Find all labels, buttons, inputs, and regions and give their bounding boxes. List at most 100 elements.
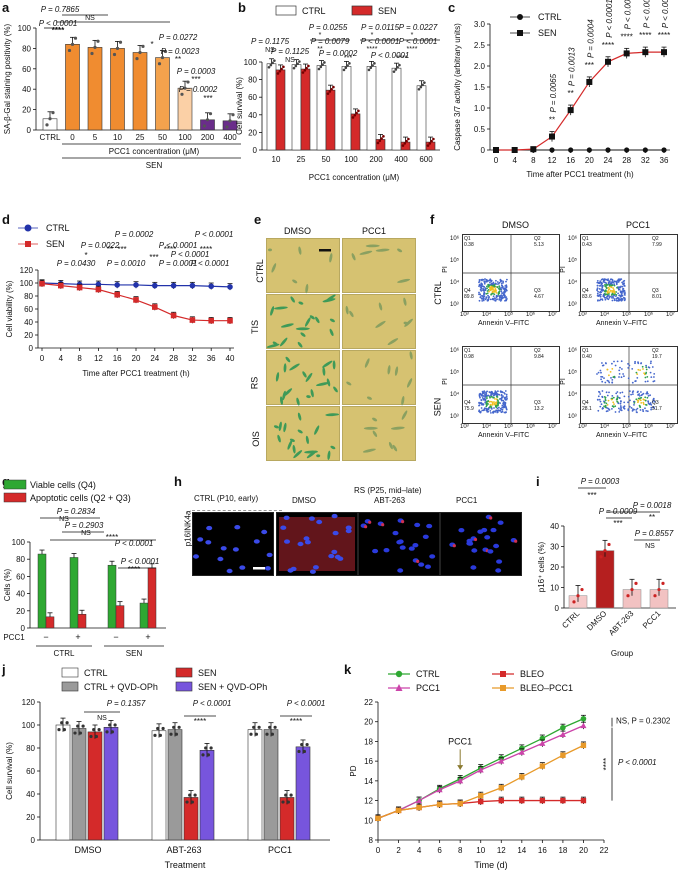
chart-i-annot: *** xyxy=(613,519,622,528)
panel-h-col-pcc1: PCC1 xyxy=(456,496,478,505)
chart-b-cell-survival: 0 20 40 60 80 100 Cell survival (%) CTRL SEN 10 25… xyxy=(235,5,440,182)
chart-a-point xyxy=(225,125,229,129)
chart-b-point xyxy=(307,64,310,68)
chart-g-annot: NS xyxy=(81,530,91,537)
chart-k-ytick-label: 16 xyxy=(364,757,373,766)
chart-k-point xyxy=(416,804,422,811)
panel-e-col-dmso: DMSO xyxy=(284,226,311,236)
chart-b-point xyxy=(305,66,308,70)
chart-a-xlabel: PCC1 concentration (μM) xyxy=(109,147,200,156)
chart-b-bar xyxy=(275,69,286,151)
panel-f-quadrant-value: Q1 0.40 xyxy=(582,348,592,360)
chart-d-point xyxy=(114,282,120,288)
chart-j-xlabel: Treatment xyxy=(165,860,206,870)
panel-e-row-label: CTRL xyxy=(254,259,265,283)
chart-b-point xyxy=(348,62,351,65)
panel-f-xtick-label: 10³ xyxy=(578,312,587,318)
chart-g-legend-swatch-viable xyxy=(3,479,27,490)
chart-b-point xyxy=(326,92,330,95)
chart-d-point xyxy=(227,284,233,290)
chart-k-point xyxy=(539,797,546,804)
chart-b-point xyxy=(296,62,299,66)
chart-g-treat-value: + xyxy=(145,632,150,642)
chart-c-annot-star: **** xyxy=(620,32,632,41)
chart-a-point xyxy=(208,112,213,116)
chart-a-xtick-label: CTRL xyxy=(40,133,61,142)
chart-i-point xyxy=(607,542,611,547)
chart-j-point xyxy=(177,725,181,729)
chart-g-ytick-label: 60 xyxy=(16,572,25,581)
chart-j-point xyxy=(281,800,285,804)
chart-k-xtick-label: 2 xyxy=(396,846,401,855)
chart-k-population-doublings: 8 10 12 14 16 18 20 22 PD 0 2 4 6 8 10 12 14 16 18 20 22 Time… xyxy=(349,669,671,870)
chart-j-point xyxy=(273,725,277,729)
panel-f-ytick-label: 10⁵ xyxy=(450,258,460,264)
chart-i-xtick-label: CTRL xyxy=(560,609,582,631)
chart-j-point xyxy=(286,800,290,804)
panel-h-group-rs: RS (P25, mid–late) xyxy=(354,486,422,495)
panel-f-ytick-label: 10⁵ xyxy=(568,370,578,376)
chart-b-point xyxy=(392,70,396,73)
chart-a-point xyxy=(93,45,97,49)
chart-d-point xyxy=(189,317,196,323)
chart-d-point xyxy=(170,312,177,319)
panel-label-d: d xyxy=(2,212,10,227)
chart-a-ytick-label: 100 xyxy=(18,24,32,33)
chart-j-legend-swatch xyxy=(61,681,79,692)
chart-k-xlabel: Time (d) xyxy=(474,860,507,870)
chart-d-ytick-label: 60 xyxy=(24,305,33,314)
chart-k-point xyxy=(560,752,566,758)
chart-i-xtick-label: DMSO xyxy=(585,609,608,632)
chart-a-ylabel: SA-β-Gal staining positivity (%) xyxy=(3,23,12,134)
chart-c-annot-p: P < 0.0001 xyxy=(661,0,670,28)
chart-a-bar xyxy=(42,118,58,131)
chart-k-xtick-label: 4 xyxy=(417,846,422,855)
chart-b-point xyxy=(276,72,280,75)
chart-b-point xyxy=(426,144,430,147)
chart-d-annot: P = 0.0022 xyxy=(81,241,120,250)
chart-i-annot: P = 0.8557 xyxy=(635,529,674,538)
chart-a-point xyxy=(228,119,232,123)
panel-f-xtick-label: 10⁶ xyxy=(526,312,536,318)
chart-a-xtick-label: 50 xyxy=(158,133,167,142)
chart-c-ytick-label: 0 xyxy=(481,146,486,155)
chart-k-xtick-label: 16 xyxy=(538,846,547,855)
chart-b-point xyxy=(394,68,398,71)
chart-c-xtick-label: 16 xyxy=(566,156,575,165)
chart-a-point xyxy=(70,42,75,46)
chart-j-bar xyxy=(263,729,279,841)
chart-b-point xyxy=(332,85,335,89)
chart-j-ytick-label: 40 xyxy=(26,790,35,799)
chart-b-point xyxy=(353,113,357,117)
chart-b-xtick-label: 10 xyxy=(272,155,281,164)
panel-f-xlabel: Annexin V–FITC xyxy=(478,320,530,327)
chart-j-point xyxy=(76,724,80,728)
panel-f-row-sen: SEN xyxy=(432,397,443,417)
chart-c-annot-star: *** xyxy=(585,61,594,70)
chart-b-xlabel: PCC1 concentration (μM) xyxy=(309,173,400,182)
chart-a-annot: P < 0.0001 xyxy=(39,19,78,28)
panel-f-quadrant-value: Q2 5.13 xyxy=(534,236,544,248)
chart-b-ylabel: Cell survival (%) xyxy=(235,77,244,135)
chart-c-annot-star: **** xyxy=(658,31,670,40)
chart-b-bar xyxy=(366,66,377,151)
chart-k-point xyxy=(498,797,504,804)
chart-c-xtick-label: 24 xyxy=(604,156,613,165)
chart-b-annot: **** xyxy=(397,55,408,62)
panel-f-xtick-label: 10⁴ xyxy=(482,312,492,318)
chart-d-legend-label: SEN xyxy=(46,239,65,249)
chart-b-point xyxy=(357,109,360,113)
chart-d-legend-label: CTRL xyxy=(46,223,70,233)
chart-d-xtick-label: 24 xyxy=(150,354,159,363)
chart-c-point-ctrl xyxy=(568,147,574,153)
chart-j-legend-swatch xyxy=(175,667,193,678)
chart-g-ytick-label: 0 xyxy=(21,624,26,633)
chart-j-legend-swatch xyxy=(175,681,193,692)
chart-j-point xyxy=(193,793,197,797)
chart-a-ytick-label: 0 xyxy=(27,126,32,135)
chart-d-point xyxy=(170,282,177,289)
chart-i-annot: ** xyxy=(649,513,655,522)
panel-f-xtick-label: 10⁵ xyxy=(504,424,514,430)
chart-k-point xyxy=(498,757,505,764)
panel-f-quadrant-value: Q2 19.7 xyxy=(652,348,662,360)
